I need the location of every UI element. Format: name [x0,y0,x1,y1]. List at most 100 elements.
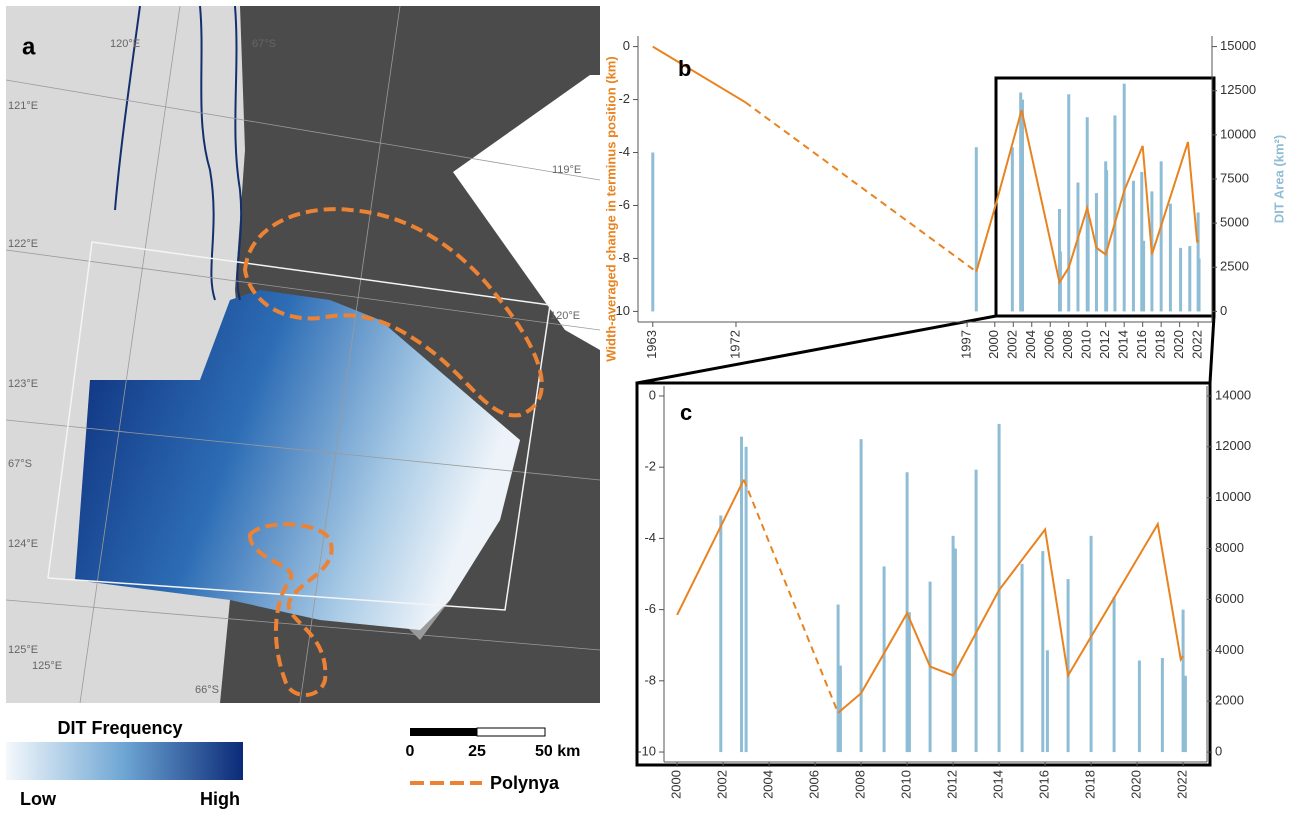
lonlat-label: 120°E [550,310,580,322]
coastline [114,6,243,301]
x-tick-label: 2006 [807,770,822,799]
bar [951,535,955,753]
bar [1067,94,1071,312]
bar [997,423,1001,753]
y2-tick-label: 15000 [1220,38,1256,53]
x-tick-label: 2008 [853,770,868,799]
bar [1086,214,1090,312]
bar [651,152,655,312]
y-axis-title: Width-averaged change in terminus positi… [603,56,618,361]
y2-axis-title: DIT Area (km²) [1271,135,1286,223]
no-data [453,75,600,350]
y-tick-label: -8 [618,250,630,265]
x-tick-label: 2004 [761,770,776,799]
y-tick-label: -10 [611,303,630,318]
line [676,479,745,616]
x-tick-label: 2012 [945,770,960,799]
bar [1122,83,1126,312]
bar [1168,203,1172,312]
y-tick-label: -8 [644,672,656,687]
polynya [242,207,544,418]
bar [1183,675,1187,753]
line [742,479,840,714]
x-tick-label: 2002 [715,770,730,799]
x-tick-label: 2002 [1005,330,1020,359]
y2-tick-label: 5000 [1220,215,1249,230]
x-tick-label: 1972 [727,330,742,359]
x-tick-label: 2004 [1023,330,1038,359]
x-tick-label: 2000 [986,330,1001,359]
bar [1181,609,1185,753]
graticule [6,6,600,703]
x-tick-label: 2022 [1190,330,1205,359]
y-tick-label: -6 [644,601,656,616]
scale-bar [410,728,477,736]
bar [1160,657,1164,753]
line [837,521,1184,714]
panel-label: a [22,33,36,60]
y-tick-label: -2 [618,91,630,106]
y2-tick-label: 10000 [1215,489,1251,504]
y2-tick-label: 2000 [1215,693,1244,708]
bar [719,515,723,753]
bar [1113,115,1117,312]
bar [1010,147,1014,312]
x-tick-label: 1963 [644,330,659,359]
x-tick-label: 2012 [1097,330,1112,359]
bar [1179,247,1183,312]
x-tick-label: 2018 [1083,770,1098,799]
bar [744,446,748,753]
x-tick-label: 2008 [1060,330,1075,359]
line [652,45,746,104]
y-tick-label: -10 [637,743,656,758]
lonlat-label: 122°E [8,238,38,250]
y-tick-label: -4 [618,144,630,159]
x-tick-label: 2020 [1171,330,1186,359]
lonlat-label: 121°E [8,100,38,112]
bar [1131,180,1135,312]
scale-label: 50 km [535,743,580,760]
bar [1045,650,1049,753]
x-tick-label: 2016 [1037,770,1052,799]
bar [974,469,978,753]
bar [859,439,863,753]
dit-frequency [75,290,520,630]
x-tick-label: 2014 [1116,330,1131,359]
y-tick-label: 0 [623,38,630,53]
bar [1137,660,1141,753]
bar [1094,193,1098,312]
bar [974,147,978,312]
x-tick-label: 1997 [958,330,973,359]
bar [907,612,911,753]
bar [1076,182,1080,312]
y2-tick-label: 12000 [1215,438,1251,453]
y2-tick-label: 7500 [1220,170,1249,185]
bar [1159,161,1163,312]
x-tick-label: 2016 [1134,330,1149,359]
bar [1089,535,1093,753]
x-tick-label: 2006 [1042,330,1057,359]
lonlat-labels: 120°E 67°S 121°E 119°E 122°E 120°E 123°E 67°S 12… [8,38,581,696]
y2-tick-label: 0 [1215,744,1222,759]
x-tick-label: 2020 [1129,770,1144,799]
y-tick-label: -2 [644,459,656,474]
zoom-frame [635,381,1212,767]
lonlat-label: 125°E [8,644,38,656]
bar [1188,246,1192,312]
bar [836,604,840,753]
x-tick-label: 2022 [1175,770,1190,799]
line [975,109,1200,285]
y2-tick-label: 8000 [1215,540,1244,555]
y2-tick-label: 14000 [1215,387,1251,402]
bar [838,665,842,753]
bar [1021,99,1025,312]
scale-bar [476,727,546,737]
lonlat-label: 66°S [195,684,219,696]
lonlat-label: 67°S [252,38,276,50]
map: 120°E 67°S 121°E 119°E 122°E 120°E 123°E 67°S 12… [6,6,600,703]
bar [1041,551,1045,753]
zoom-box [994,76,1216,318]
zoom-connector [636,314,997,385]
study-frame [47,241,551,611]
